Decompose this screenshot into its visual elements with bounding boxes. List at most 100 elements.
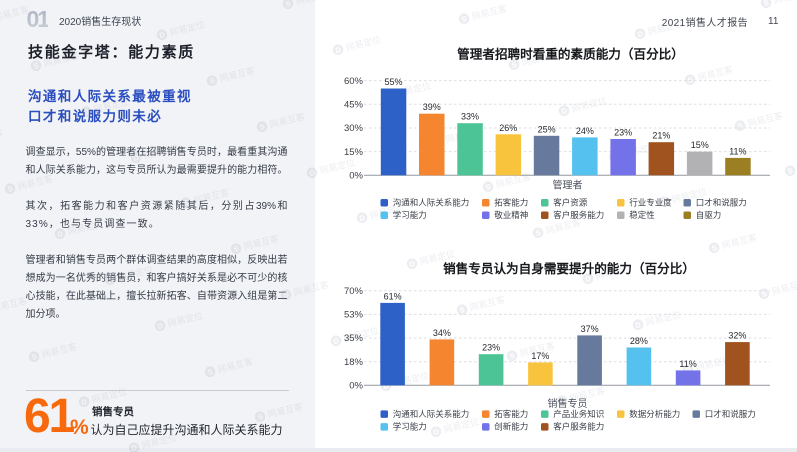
svg-text:D: D xyxy=(684,365,692,375)
svg-text:0%: 0% xyxy=(349,171,363,182)
svg-text:70%: 70% xyxy=(344,286,364,297)
svg-text:23%: 23% xyxy=(482,343,500,353)
svg-text:网易互客: 网易互客 xyxy=(470,2,508,21)
svg-text:S: S xyxy=(257,412,264,422)
svg-text:S: S xyxy=(459,305,466,315)
svg-text:沟通和人际关系能力: 沟通和人际关系能力 xyxy=(393,409,470,419)
svg-text:口才和说服力: 口才和说服力 xyxy=(705,409,756,419)
svg-text:D: D xyxy=(660,197,668,207)
svg-text:网易互客: 网易互客 xyxy=(242,232,280,251)
svg-text:S: S xyxy=(461,14,468,24)
svg-text:网易互客: 网易互客 xyxy=(0,294,28,313)
svg-text:沟通和人际关系能力: 沟通和人际关系能力 xyxy=(393,197,470,207)
svg-text:18%: 18% xyxy=(344,357,364,368)
svg-text:学习能力: 学习能力 xyxy=(393,422,427,432)
svg-text:0%: 0% xyxy=(349,381,363,392)
svg-text:S: S xyxy=(233,244,240,254)
svg-text:39%: 39% xyxy=(423,102,441,112)
svg-text:32%: 32% xyxy=(728,331,746,341)
svg-text:S: S xyxy=(31,352,38,362)
svg-text:客户服务能力: 客户服务能力 xyxy=(553,422,604,432)
svg-text:D: D xyxy=(334,45,342,55)
svg-text:网易定位: 网易定位 xyxy=(92,95,130,114)
svg-text:创新能力: 创新能力 xyxy=(494,422,528,432)
svg-text:S: S xyxy=(687,75,694,85)
svg-text:网易互客: 网易互客 xyxy=(192,186,230,205)
svg-text:D: D xyxy=(82,107,90,117)
svg-text:D: D xyxy=(584,274,592,284)
svg-text:11%: 11% xyxy=(729,146,746,156)
svg-text:26%: 26% xyxy=(499,123,517,133)
svg-text:敬业精神: 敬业精神 xyxy=(494,210,528,220)
svg-text:D: D xyxy=(358,213,366,223)
svg-text:拓客能力: 拓客能力 xyxy=(494,197,528,207)
svg-text:S: S xyxy=(763,0,770,8)
svg-text:33%: 33% xyxy=(461,112,479,122)
svg-text:D: D xyxy=(132,153,140,163)
svg-text:S: S xyxy=(209,76,216,86)
svg-text:D: D xyxy=(158,30,166,40)
svg-text:17%: 17% xyxy=(531,351,549,361)
svg-text:S: S xyxy=(761,289,768,299)
svg-text:拓客能力: 拓客能力 xyxy=(494,409,528,419)
svg-text:35%: 35% xyxy=(344,333,364,344)
svg-text:网易互客: 网易互客 xyxy=(772,0,797,6)
svg-text:D: D xyxy=(560,106,568,116)
svg-text:30%: 30% xyxy=(344,123,364,134)
svg-text:21%: 21% xyxy=(652,131,670,141)
svg-text:网易互客: 网易互客 xyxy=(218,64,256,83)
svg-text:D: D xyxy=(636,29,644,39)
svg-text:61%: 61% xyxy=(384,291,402,301)
svg-text:D: D xyxy=(408,259,416,269)
svg-text:管理者: 管理者 xyxy=(553,179,583,192)
svg-text:自驱力: 自驱力 xyxy=(696,210,722,220)
svg-text:25%: 25% xyxy=(538,124,556,134)
svg-text:11%: 11% xyxy=(679,359,696,369)
svg-text:网易定位: 网易定位 xyxy=(140,431,178,450)
svg-text:D: D xyxy=(56,229,64,239)
svg-text:D: D xyxy=(308,168,316,178)
svg-text:网易定位: 网易定位 xyxy=(646,17,684,36)
svg-text:网易互客: 网易互客 xyxy=(42,49,80,68)
svg-text:数据分析能力: 数据分析能力 xyxy=(629,409,680,419)
svg-text:学习能力: 学习能力 xyxy=(393,210,427,220)
svg-text:S: S xyxy=(283,290,290,300)
svg-text:S: S xyxy=(485,182,492,192)
svg-text:网易定位: 网易定位 xyxy=(166,309,204,328)
svg-text:34%: 34% xyxy=(433,328,451,338)
svg-text:网易定位: 网易定位 xyxy=(142,141,180,160)
svg-text:53%: 53% xyxy=(344,310,364,321)
svg-text:网易定位: 网易定位 xyxy=(644,308,682,327)
svg-text:D: D xyxy=(332,336,340,346)
svg-text:网易定位: 网易定位 xyxy=(66,217,104,236)
svg-text:S: S xyxy=(285,0,292,9)
svg-text:S: S xyxy=(509,351,516,361)
svg-text:网易互客: 网易互客 xyxy=(0,126,4,145)
svg-text:S: S xyxy=(183,198,190,208)
svg-text:网易定位: 网易定位 xyxy=(116,263,154,282)
svg-text:S: S xyxy=(787,166,794,176)
svg-text:S: S xyxy=(559,396,566,406)
svg-text:销售专员: 销售专员 xyxy=(548,397,588,410)
svg-text:网易互客: 网易互客 xyxy=(770,277,797,296)
svg-text:管理者招聘时看重的素质能力（百分比）: 管理者招聘时看重的素质能力（百分比） xyxy=(457,47,684,62)
svg-text:网易互客: 网易互客 xyxy=(720,231,758,250)
svg-text:网易定位: 网易定位 xyxy=(344,33,382,52)
svg-text:稳定性: 稳定性 xyxy=(629,210,655,220)
svg-text:网易定位: 网易定位 xyxy=(168,18,206,37)
svg-text:网易互客: 网易互客 xyxy=(40,340,78,359)
svg-text:客户资源: 客户资源 xyxy=(553,197,588,207)
svg-text:S: S xyxy=(511,60,518,70)
svg-text:网易互客: 网易互客 xyxy=(266,400,304,419)
svg-text:S: S xyxy=(737,121,744,131)
svg-text:网易互客: 网易互客 xyxy=(268,110,306,129)
svg-text:网易互客: 网易互客 xyxy=(468,293,506,312)
svg-text:D: D xyxy=(382,381,390,391)
svg-text:网易互客: 网易互客 xyxy=(0,3,30,22)
svg-text:S: S xyxy=(711,243,718,253)
svg-text:网易互客: 网易互客 xyxy=(696,63,734,82)
svg-text:D: D xyxy=(80,397,88,407)
svg-text:15%: 15% xyxy=(344,147,364,158)
svg-text:15%: 15% xyxy=(691,140,709,150)
svg-text:口才和说服力: 口才和说服力 xyxy=(696,197,747,207)
